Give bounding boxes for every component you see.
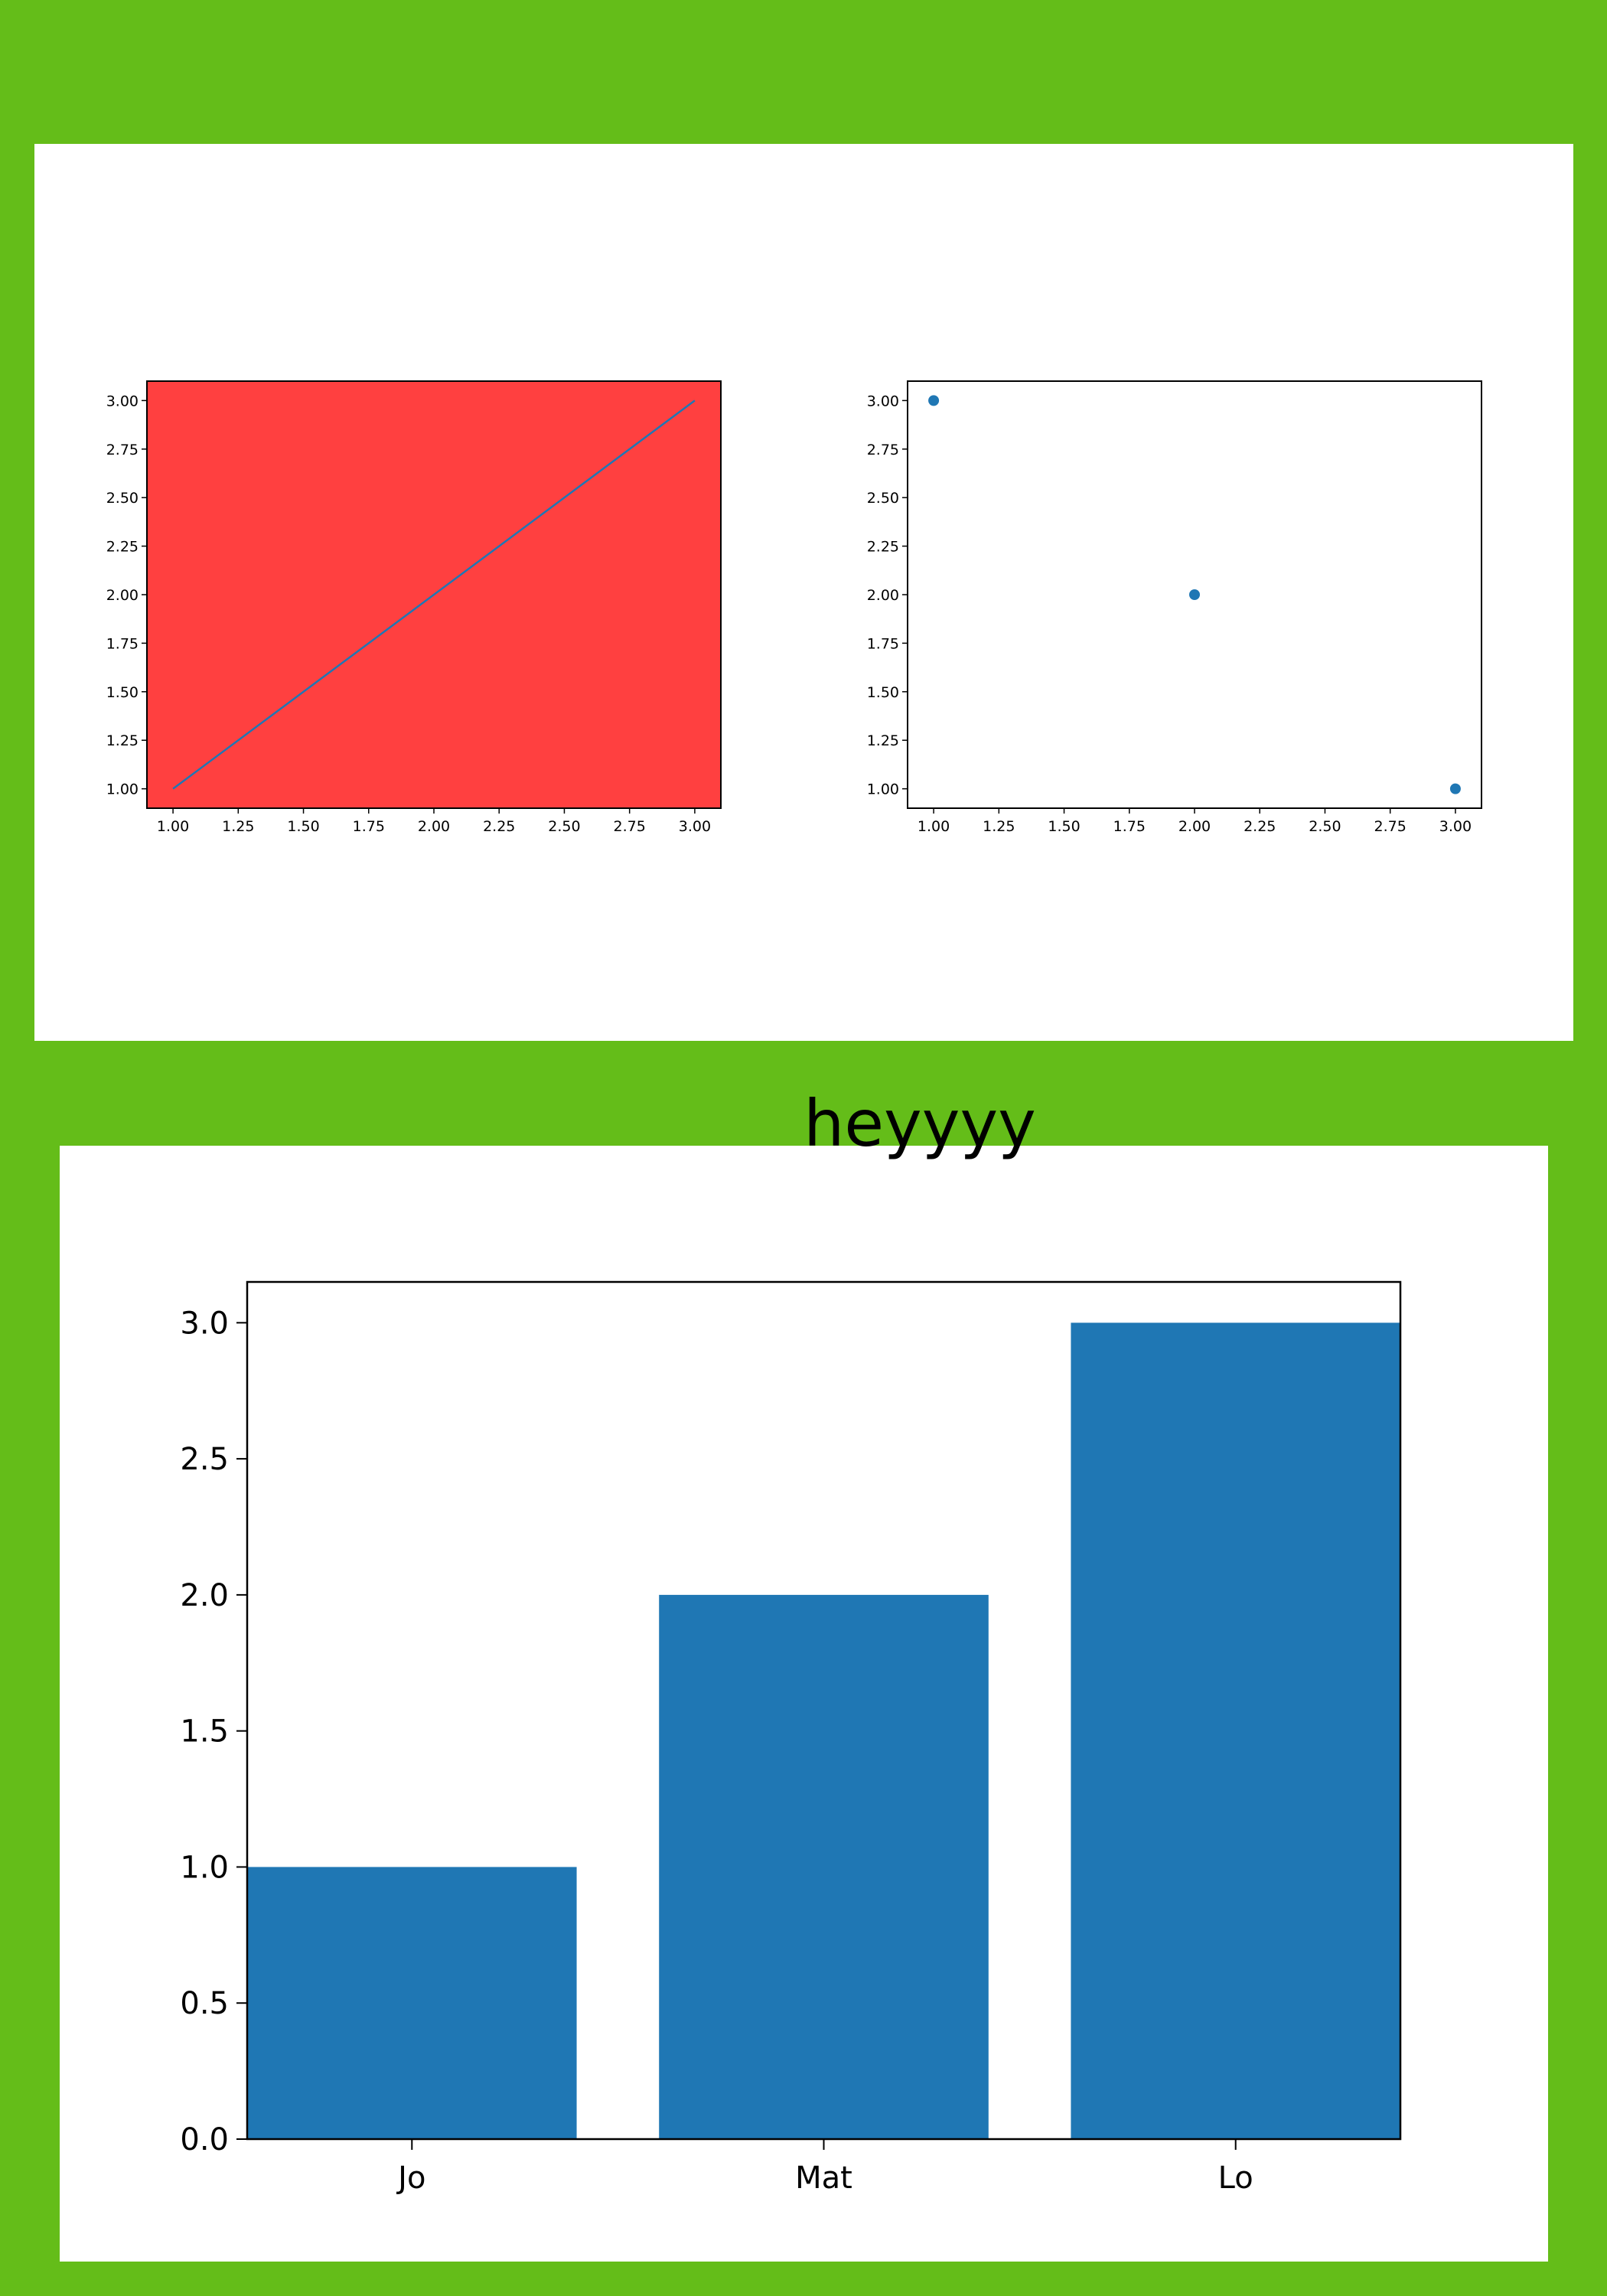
y-tick-label: 3.00	[106, 393, 139, 409]
x-tick-label: Mat	[795, 2161, 852, 2196]
axes-frame	[146, 380, 722, 809]
y-tick-label: 2.50	[867, 490, 899, 507]
y-tick-label: 1.25	[106, 732, 139, 749]
scatter-point	[1189, 589, 1200, 600]
x-tick-label: 1.25	[222, 818, 254, 835]
x-tick-label: 2.75	[1374, 818, 1407, 835]
y-tick-label: 1.5	[180, 1714, 229, 1750]
y-tick-label: 2.0	[180, 1578, 229, 1613]
x-tick-label: 1.50	[287, 818, 319, 835]
bar	[247, 1867, 577, 2139]
y-tick-label: 0.5	[180, 1986, 229, 2021]
x-tick-label: 1.00	[918, 818, 950, 835]
x-tick-label: 1.75	[1113, 818, 1146, 835]
x-tick-label: 1.75	[353, 818, 385, 835]
x-tick-label: 2.00	[1178, 818, 1211, 835]
y-tick-label: 2.00	[106, 587, 139, 604]
scatter-point	[928, 395, 940, 406]
axes-frame	[246, 1280, 1402, 2141]
x-tick-label: 1.00	[157, 818, 189, 835]
y-tick-label: 2.25	[106, 539, 139, 556]
x-tick-label: 2.50	[1309, 818, 1341, 835]
y-tick-label: 1.00	[106, 781, 139, 798]
x-tick-label: Lo	[1218, 2161, 1253, 2196]
bar	[659, 1594, 989, 2139]
x-tick-label: 1.25	[983, 818, 1015, 835]
x-tick-label: 2.25	[1244, 818, 1276, 835]
series-line	[172, 400, 696, 790]
y-tick-label: 1.0	[180, 1850, 229, 1885]
y-tick-label: 1.00	[867, 781, 899, 798]
y-tick-label: 1.25	[867, 732, 899, 749]
scatter-point	[1449, 783, 1461, 794]
y-tick-label: 2.5	[180, 1442, 229, 1477]
y-tick-label: 1.50	[867, 684, 899, 701]
x-tick-label: 1.50	[1048, 818, 1080, 835]
y-tick-label: 0.0	[180, 2122, 229, 2157]
y-tick-label: 2.50	[106, 490, 139, 507]
y-tick-label: 1.75	[867, 635, 899, 652]
axes-frame	[907, 380, 1482, 809]
y-tick-label: 2.75	[106, 442, 139, 458]
x-tick-label: 2.75	[614, 818, 646, 835]
y-tick-label: 2.75	[867, 442, 899, 458]
x-tick-label: Jo	[396, 2161, 425, 2196]
page-heading: heyyyy	[804, 1086, 1036, 1161]
bar	[1071, 1322, 1400, 2139]
y-tick-label: 2.25	[867, 539, 899, 556]
x-tick-label: 2.50	[548, 818, 580, 835]
y-tick-label: 2.00	[867, 587, 899, 604]
y-tick-label: 1.50	[106, 684, 139, 701]
y-tick-label: 1.75	[106, 635, 139, 652]
y-tick-label: 3.00	[867, 393, 899, 409]
x-tick-label: 2.25	[483, 818, 515, 835]
x-tick-label: 3.00	[679, 818, 711, 835]
x-tick-label: 3.00	[1439, 818, 1472, 835]
x-tick-label: 2.00	[418, 818, 450, 835]
y-tick-label: 3.0	[180, 1306, 229, 1341]
